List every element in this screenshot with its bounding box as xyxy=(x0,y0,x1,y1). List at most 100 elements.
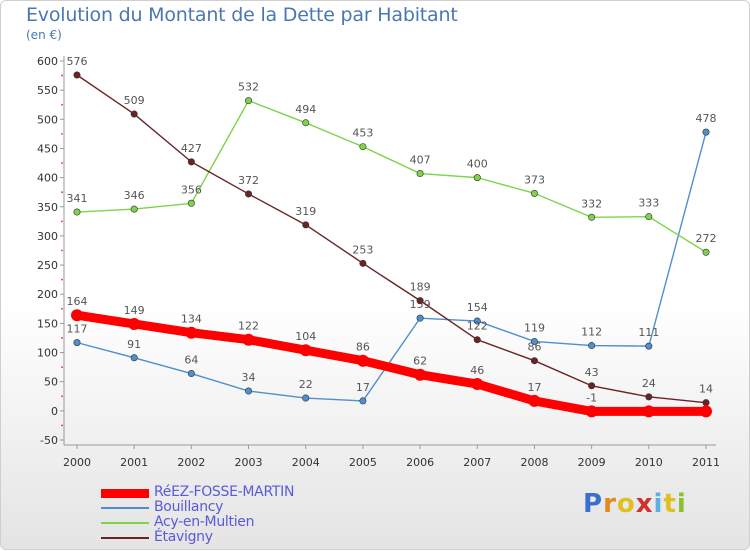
data-label: 119 xyxy=(524,321,545,334)
data-point xyxy=(471,378,484,391)
data-point xyxy=(71,309,83,322)
data-point xyxy=(588,213,596,221)
y-tick-label: 600 xyxy=(37,55,58,68)
data-point xyxy=(73,208,81,216)
series-line--tavigny xyxy=(76,74,707,404)
data-point xyxy=(645,342,653,350)
data-point xyxy=(702,248,710,256)
y-minor-tick xyxy=(61,249,63,252)
legend-swatch xyxy=(101,522,149,524)
y-minor-tick xyxy=(61,424,63,427)
y-tick-label: 400 xyxy=(37,172,58,185)
data-point xyxy=(530,189,538,197)
data-label: 532 xyxy=(238,81,259,94)
data-point xyxy=(414,368,427,381)
x-tick-label: 2000 xyxy=(63,456,91,469)
x-tick-label: 2004 xyxy=(292,456,320,469)
data-label: 14 xyxy=(699,383,713,396)
y-tick-label: -50 xyxy=(40,434,58,447)
logo-letter: i xyxy=(653,489,664,519)
data-label: 112 xyxy=(581,326,602,339)
data-point xyxy=(702,399,710,407)
data-label: 332 xyxy=(581,197,602,210)
data-label: 478 xyxy=(696,112,717,125)
data-point xyxy=(588,342,596,350)
data-point xyxy=(702,128,710,136)
x-tick-label: 2006 xyxy=(406,456,434,469)
legend-swatch xyxy=(101,507,149,509)
data-label: 319 xyxy=(295,205,316,218)
data-label: 372 xyxy=(238,174,259,187)
data-point xyxy=(585,405,598,418)
data-point xyxy=(73,71,81,79)
data-point xyxy=(128,317,141,330)
series-line-acy-en-multien xyxy=(76,99,707,253)
data-point xyxy=(130,354,138,362)
data-label: 91 xyxy=(127,338,141,351)
y-tick-label: 350 xyxy=(37,201,58,214)
data-point xyxy=(185,326,198,339)
y-tick-label: 500 xyxy=(37,113,58,126)
data-point xyxy=(588,382,596,390)
data-point xyxy=(473,174,481,182)
data-label: 117 xyxy=(67,323,88,336)
data-point xyxy=(359,259,367,267)
data-label: 373 xyxy=(524,173,545,186)
data-point xyxy=(242,333,255,346)
data-label: 122 xyxy=(238,320,259,333)
data-point xyxy=(645,393,653,401)
y-minor-tick xyxy=(61,220,63,223)
data-label: 356 xyxy=(181,183,202,196)
y-minor-tick xyxy=(61,191,63,194)
y-minor-tick xyxy=(61,395,63,398)
data-label: 494 xyxy=(295,103,316,116)
data-point xyxy=(73,339,81,347)
logo-letter: r xyxy=(603,489,617,519)
data-point xyxy=(530,357,538,365)
data-label: 46 xyxy=(470,364,484,377)
data-point xyxy=(416,297,424,305)
data-point xyxy=(416,314,424,322)
y-tick-label: 250 xyxy=(37,259,58,272)
data-label: 576 xyxy=(67,55,88,68)
data-label: 64 xyxy=(184,354,198,367)
data-point xyxy=(528,394,541,407)
data-point xyxy=(130,110,138,118)
series-line-bouillancy xyxy=(76,131,707,402)
data-label: 34 xyxy=(242,371,256,384)
data-point xyxy=(245,190,253,198)
data-point xyxy=(356,354,369,367)
data-point xyxy=(245,97,253,105)
x-tick-label: 2002 xyxy=(177,456,205,469)
data-label: 154 xyxy=(467,301,488,314)
y-tick-label: 0 xyxy=(51,405,58,418)
legend-label: Étavigny xyxy=(154,529,213,545)
data-label: 149 xyxy=(124,304,145,317)
data-label: 134 xyxy=(181,313,202,326)
logo-letter: P xyxy=(583,489,604,519)
data-point xyxy=(530,337,538,345)
series-line-r-ez-fosse-martin xyxy=(72,310,711,416)
data-point xyxy=(473,336,481,344)
data-label: 453 xyxy=(352,127,373,140)
x-tick-label: 2011 xyxy=(692,456,720,469)
data-label: 86 xyxy=(527,341,541,354)
data-label: 17 xyxy=(356,381,370,394)
y-minor-tick xyxy=(61,307,63,310)
data-label: -1 xyxy=(586,391,597,404)
y-tick-label: 150 xyxy=(37,317,58,330)
y-minor-tick xyxy=(61,74,63,77)
data-label: 122 xyxy=(467,320,488,333)
data-point xyxy=(302,119,310,127)
x-tick-label: 2001 xyxy=(120,456,148,469)
data-point xyxy=(187,199,195,207)
data-label: 86 xyxy=(356,341,370,354)
logo-letter: x xyxy=(635,489,654,519)
legend-label: Bouillancy xyxy=(154,499,224,515)
data-label: 272 xyxy=(696,232,717,245)
data-point xyxy=(302,394,310,402)
y-minor-tick xyxy=(61,162,63,164)
data-label: 24 xyxy=(642,377,656,390)
proxiti-logo: Proxiti xyxy=(583,489,687,519)
